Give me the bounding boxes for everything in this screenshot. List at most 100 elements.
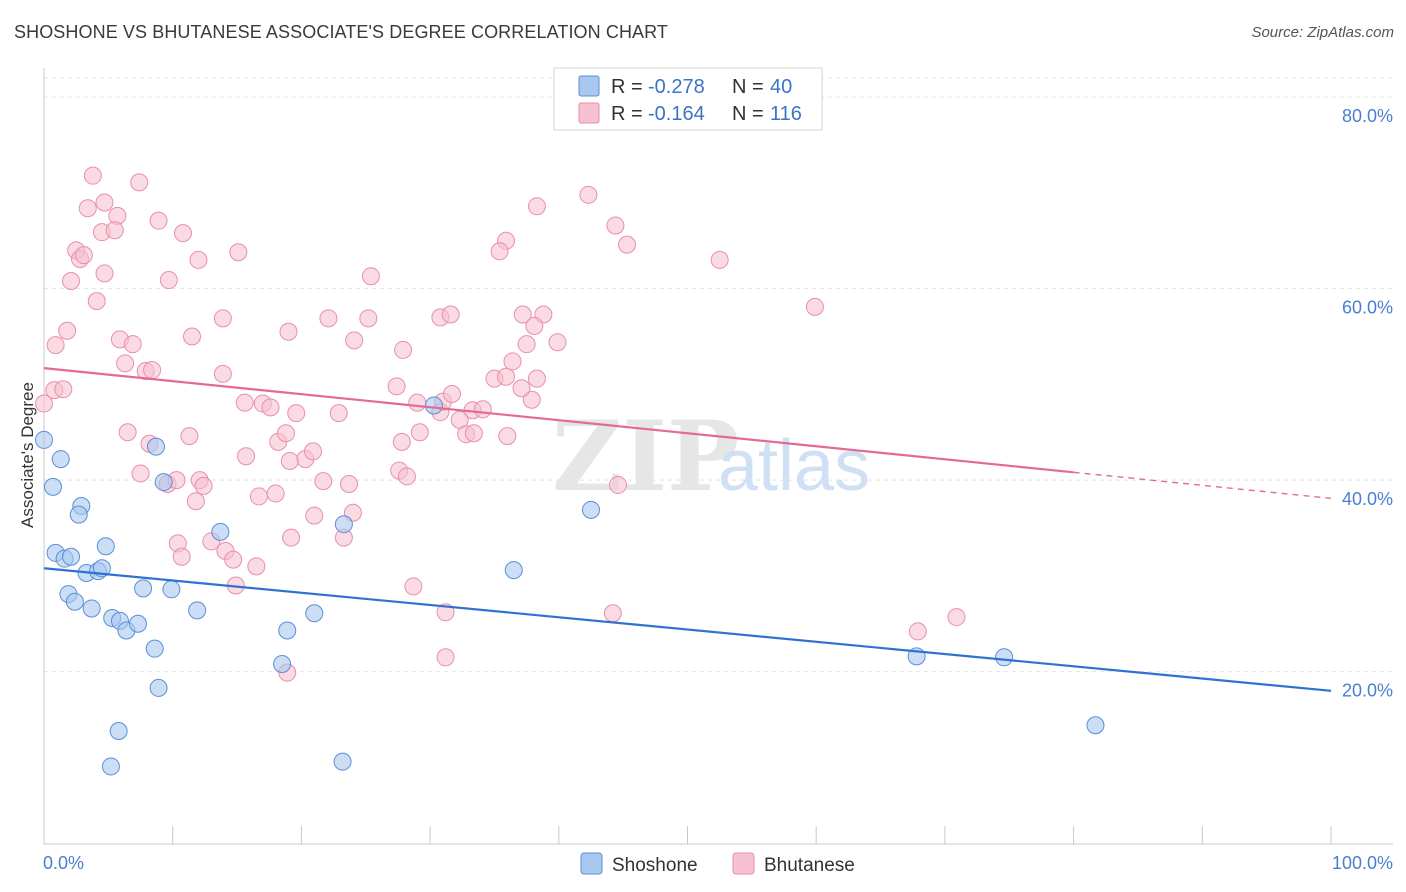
shoshone-point-14 (82, 599, 101, 618)
shoshone-point-25 (145, 639, 164, 658)
trend-lines (43, 367, 1332, 692)
bhutanese-point-73 (387, 377, 406, 396)
bhutanese-point-72 (441, 305, 460, 324)
legend-n-label-shoshone: N = (732, 76, 764, 98)
y-tick-label-2: 60.0% (1342, 298, 1393, 318)
bhutanese-point-110 (609, 475, 628, 494)
shoshone-point-36 (581, 500, 600, 519)
shoshone-point-7 (62, 547, 81, 566)
bottom-legend-bhutanese: Bhutanese (764, 855, 855, 876)
bhutanese-point-97 (517, 335, 536, 354)
bhutanese-point-19 (58, 321, 77, 340)
bhutanese-point-113 (947, 608, 966, 627)
bhutanese-point-27 (213, 364, 232, 383)
top-legend: R = -0.278 N = 40 R = -0.164 N = 116 (553, 67, 823, 131)
bhutanese-point-93 (490, 242, 509, 261)
y-tick-labels: 20.0% 40.0% 60.0% 80.0% (1342, 106, 1393, 701)
watermark: ZIP atlas (552, 400, 870, 513)
bhutanese-point-67 (345, 331, 364, 350)
bhutanese-point-21 (123, 335, 142, 354)
bhutanese-point-53 (340, 474, 359, 493)
shoshone-point-32 (334, 515, 353, 534)
shoshone-point-24 (211, 522, 230, 541)
bhutanese-point-3 (95, 193, 114, 212)
grid-lines (44, 77, 1393, 673)
bhutanese-point-63 (247, 557, 266, 576)
bhutanese-point-24 (116, 354, 135, 373)
shoshone-point-28 (101, 757, 120, 776)
y-tick-label-1: 40.0% (1342, 489, 1393, 509)
bhutanese-point-7 (105, 221, 124, 240)
bhutanese-point-57 (282, 528, 301, 547)
bhutanese-points (35, 166, 966, 682)
bhutanese-point-62 (224, 550, 243, 569)
bhutanese-point-74 (408, 393, 427, 412)
shoshone-trend-line (43, 567, 1332, 692)
legend-r-label-shoshone: R = (611, 76, 643, 98)
bhutanese-point-34 (118, 423, 137, 442)
bhutanese-point-80 (473, 400, 492, 419)
shoshone-point-27 (109, 722, 128, 741)
shoshone-point-39 (1086, 716, 1105, 735)
chart-source: Source: ZipAtlas.com (1251, 24, 1394, 41)
bhutanese-point-31 (235, 393, 254, 412)
bottom-legend-swatch-bhutanese (732, 852, 755, 875)
bottom-legend: Shoshone Bhutanese (580, 852, 855, 876)
bhutanese-point-44 (194, 476, 213, 495)
bhutanese-point-26 (143, 361, 162, 380)
x-tick-label-right: 100.0% (1332, 853, 1393, 873)
bhutanese-point-106 (606, 216, 625, 235)
bhutanese-point-100 (503, 352, 522, 371)
bhutanese-point-17 (87, 292, 106, 311)
bhutanese-point-59 (172, 547, 191, 566)
watermark-zip: ZIP (552, 400, 739, 513)
bhutanese-point-86 (404, 577, 423, 596)
bhutanese-point-2 (78, 199, 97, 218)
bhutanese-point-77 (442, 384, 461, 403)
bhutanese-point-45 (186, 492, 205, 511)
bhutanese-point-105 (579, 185, 598, 204)
bhutanese-point-82 (464, 424, 483, 443)
bhutanese-point-15 (62, 271, 81, 290)
bhutanese-point-33 (261, 398, 280, 417)
bhutanese-point-108 (710, 250, 729, 269)
y-tick-label-0: 20.0% (1342, 681, 1393, 701)
bhutanese-point-5 (149, 211, 168, 230)
legend-n-label-bhutanese: N = (732, 103, 764, 125)
bhutanese-point-94 (513, 305, 532, 324)
axes (43, 68, 1393, 845)
legend-r-label-bhutanese: R = (611, 103, 643, 125)
legend-swatch-shoshone (578, 75, 600, 97)
bhutanese-point-101 (512, 379, 531, 398)
shoshone-point-21 (146, 437, 165, 456)
shoshone-point-4 (69, 505, 88, 524)
bhutanese-point-37 (237, 447, 256, 466)
bhutanese-point-65 (279, 322, 298, 341)
bhutanese-point-51 (314, 472, 333, 491)
legend-swatch-bhutanese (578, 102, 600, 124)
bhutanese-point-12 (189, 250, 208, 269)
bhutanese-point-115 (410, 423, 429, 442)
bhutanese-point-16 (159, 271, 178, 290)
bhutanese-point-13 (229, 243, 248, 262)
bhutanese-point-87 (436, 603, 455, 622)
bhutanese-point-68 (359, 309, 378, 328)
bottom-legend-swatch-shoshone (580, 852, 603, 875)
bhutanese-point-28 (35, 394, 53, 413)
bhutanese-point-55 (305, 506, 324, 525)
shoshone-point-2 (44, 477, 63, 496)
shoshone-point-0 (35, 430, 53, 449)
bhutanese-point-23 (213, 309, 232, 328)
bhutanese-point-88 (436, 648, 455, 667)
shoshone-point-20 (162, 580, 181, 599)
bhutanese-point-0 (83, 166, 102, 185)
legend-r-value-shoshone: -0.278 (648, 76, 705, 98)
shoshone-point-22 (154, 473, 173, 492)
bhutanese-point-99 (527, 369, 546, 388)
bhutanese-point-47 (266, 484, 285, 503)
bhutanese-point-52 (329, 404, 348, 423)
legend-r-value-bhutanese: -0.164 (648, 103, 705, 125)
bhutanese-point-102 (498, 427, 517, 446)
bhutanese-point-39 (276, 424, 295, 443)
